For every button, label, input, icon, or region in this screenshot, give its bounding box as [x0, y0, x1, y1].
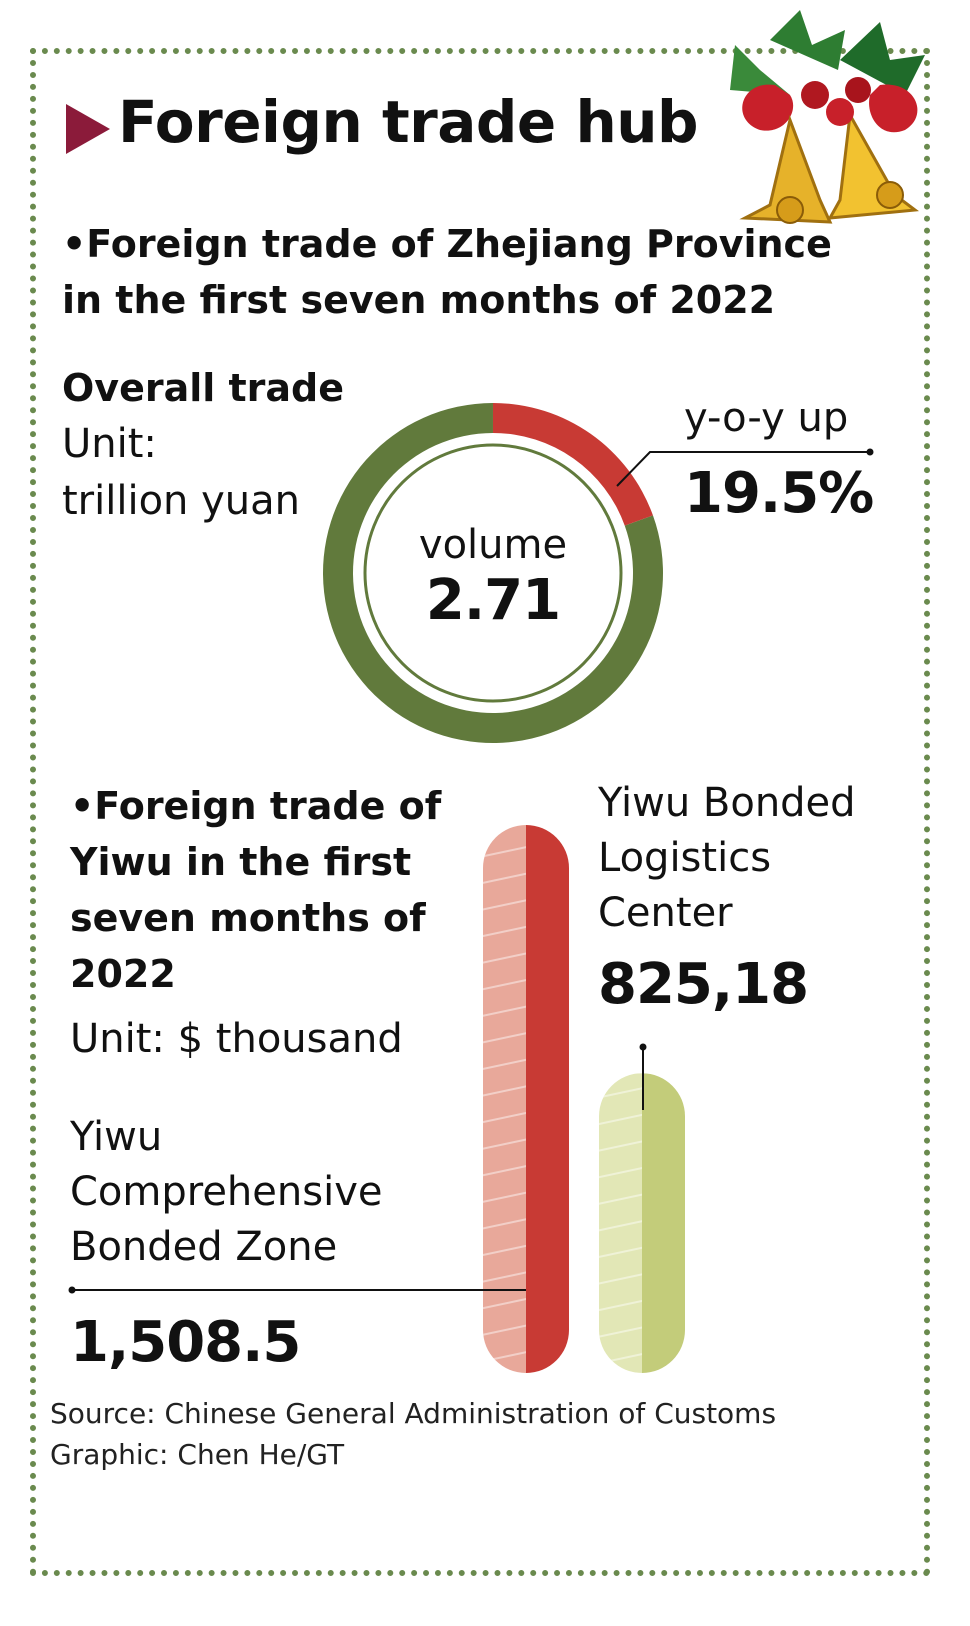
logistics-center-label: Yiwu Bonded Logistics Center — [598, 776, 856, 941]
page-title: Foreign trade hub — [118, 88, 699, 156]
yoy-leader-dot — [866, 448, 874, 456]
zone-label-line1: Yiwu — [70, 1114, 163, 1160]
zone-label-line3: Bonded Zone — [70, 1224, 338, 1270]
logistics-center-value: 825,18 — [598, 952, 809, 1017]
bar-dark-half — [526, 825, 569, 1373]
overall-trade-label: Overall trade — [62, 366, 345, 410]
section2-heading-line2: Yiwu in the first — [70, 840, 412, 884]
zone-label: Yiwu Comprehensive Bonded Zone — [70, 1110, 382, 1275]
unit-label-line2: trillion yuan — [62, 478, 301, 524]
section2-unit: Unit: $ thousand — [70, 1016, 403, 1062]
center-leader-dot — [639, 1043, 647, 1051]
donut-center-value: 2.71 — [425, 568, 561, 633]
unit-label: Unit: trillion yuan — [62, 416, 300, 530]
zone-leader-dot — [68, 1286, 76, 1294]
section2-heading-line3: seven months of — [70, 896, 426, 940]
logistics-center-label-line2: Logistics — [598, 835, 772, 881]
section1-heading: •Foreign trade of Zhejiang Province in t… — [62, 216, 832, 328]
graphic-credit: Graphic: Chen He/GT — [50, 1438, 345, 1471]
unit-label-line1: Unit: — [62, 421, 157, 467]
section1-heading-line1: •Foreign trade of Zhejiang Province — [62, 222, 832, 266]
logistics-center-label-line3: Center — [598, 890, 733, 936]
dotted-border-frame — [30, 48, 930, 1576]
donut-center-label: volume — [418, 522, 568, 568]
yoy-leader-line — [616, 451, 870, 487]
bar-yiwu-comprehensive-bonded-zone — [483, 825, 569, 1373]
zone-value: 1,508.5 — [70, 1310, 301, 1375]
yoy-label: y-o-y up — [684, 395, 849, 441]
bar-dark-half — [642, 1073, 685, 1373]
donut-slice-yoy — [493, 403, 653, 526]
bar-stripes — [599, 1073, 642, 1373]
bar-yiwu-bonded-logistics-center — [599, 1073, 685, 1373]
source-text: Source: Chinese General Administration o… — [50, 1397, 777, 1430]
yoy-value: 19.5% — [684, 461, 874, 526]
section2-heading-line4: 2022 — [70, 952, 176, 996]
section2-heading: •Foreign trade of Yiwu in the first seve… — [70, 778, 441, 1002]
bar-stripes — [483, 825, 526, 1373]
zone-label-line2: Comprehensive — [70, 1169, 383, 1215]
title-triangle-icon — [66, 104, 110, 154]
section1-heading-line2: in the first seven months of 2022 — [62, 278, 776, 322]
section2-heading-line1: •Foreign trade of — [70, 784, 442, 828]
logistics-center-label-line1: Yiwu Bonded — [598, 780, 856, 826]
donut-inner-ring — [363, 443, 623, 703]
